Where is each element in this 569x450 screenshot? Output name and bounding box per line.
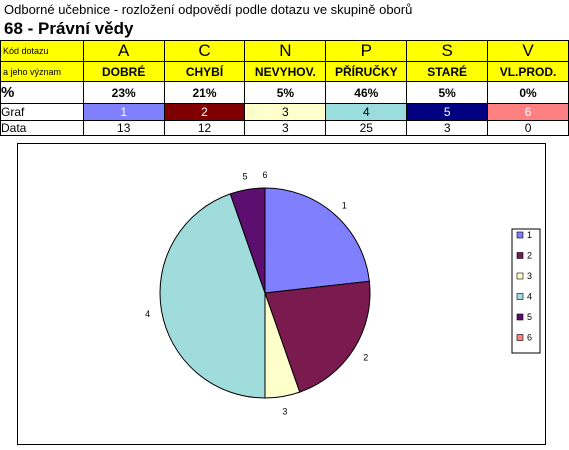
code-letter: V (487, 40, 569, 62)
legend-box (511, 228, 541, 354)
pct-value: 5% (244, 81, 327, 104)
code-meaning: CHYBÍ (163, 61, 246, 82)
pie-slice-label: 3 (282, 406, 287, 416)
answers-table: Kód dotazu A C N P S V a jeho význam DOB… (0, 40, 569, 136)
code-meaning: STARÉ (406, 61, 489, 82)
graf-swatch: 5 (406, 103, 489, 121)
graf-swatch: 3 (244, 103, 327, 121)
legend-swatch (516, 293, 524, 300)
legend-swatch (516, 231, 524, 239)
code-label-line2: a jeho význam (0, 61, 84, 82)
pie-slice-1 (264, 187, 370, 294)
report-subtitle: 68 - Právní vědy (4, 19, 134, 38)
pct-value: 21% (163, 81, 246, 104)
legend-swatch (516, 252, 524, 259)
legend-swatch (516, 334, 524, 341)
code-meaning: NEVYHOV. (244, 61, 327, 82)
pie-slice-label: 5 (243, 172, 248, 182)
data-value: 12 (163, 120, 246, 136)
pie-slice-label: 2 (363, 352, 368, 362)
code-meaning: VL.PROD. (487, 61, 569, 82)
data-value: 13 (82, 120, 165, 136)
pie-slice-label: 6 (262, 170, 267, 180)
code-letter: P (325, 40, 408, 62)
legend-label: 1 (527, 230, 532, 240)
code-label-line1: Kód dotazu (0, 40, 84, 62)
pie-slice-4 (159, 193, 266, 399)
pct-value: 0% (487, 81, 569, 104)
legend-swatch (516, 272, 524, 280)
code-letter: S (406, 40, 489, 62)
code-meaning: DOBRÉ (82, 61, 165, 82)
pct-value: 23% (82, 81, 165, 104)
pie-slice-2 (264, 280, 371, 393)
legend-label: 3 (527, 271, 532, 281)
legend-label: 4 (527, 292, 532, 302)
data-value: 3 (244, 120, 327, 136)
legend-label: 6 (527, 333, 532, 343)
legend-label: 5 (527, 312, 532, 322)
code-letter: C (163, 40, 246, 62)
pct-value: 5% (406, 81, 489, 104)
pct-value: 46% (325, 81, 408, 104)
code-letter: A (82, 40, 165, 62)
code-meaning: PŘÍRUČKY (325, 61, 408, 82)
report-title: Odborné učebnice - rozložení odpovědí po… (4, 2, 413, 17)
pie-slice-label: 4 (145, 309, 150, 319)
code-letter: N (244, 40, 327, 62)
data-label: Data (0, 120, 84, 136)
legend-swatch (516, 313, 524, 321)
graf-swatch: 6 (487, 103, 569, 121)
data-value: 25 (325, 120, 408, 136)
graf-swatch: 1 (82, 103, 165, 121)
pie-chart-area: 1 2 3 4 5 6 1 2 3 4 5 6 (17, 143, 546, 445)
graf-swatch: 4 (325, 103, 408, 121)
pie-slice-5 (229, 187, 266, 294)
pct-label: % (0, 81, 84, 104)
pie-slice-label: 1 (342, 200, 347, 210)
graf-label: Graf (0, 103, 84, 121)
graf-swatch: 2 (163, 103, 246, 121)
pie-chart: 1 2 3 4 5 6 1 2 3 4 5 6 (145, 170, 541, 416)
data-value: 3 (406, 120, 489, 136)
data-value: 0 (487, 120, 569, 136)
legend-label: 2 (527, 251, 532, 261)
